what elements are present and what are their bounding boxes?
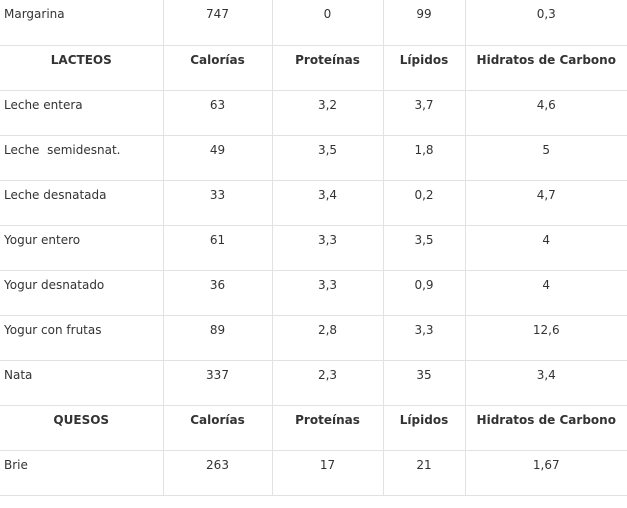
data-row: Leche semidesnat. 49 3,5 1,8 5	[0, 134, 627, 181]
cell: 0	[271, 0, 384, 46]
cell: 99	[382, 0, 466, 46]
data-row: Yogur entero 61 3,3 3,5 4	[0, 224, 627, 271]
cell: 63	[162, 89, 273, 136]
data-row: Yogur desnatado 36 3,3 0,9 4	[0, 269, 627, 316]
cell: 3,3	[271, 269, 384, 316]
cell: Brie	[0, 449, 164, 496]
header-cell: Lípidos	[382, 44, 466, 91]
header-cell: Proteínas	[271, 44, 384, 91]
data-row: Yogur con frutas 89 2,8 3,3 12,6	[0, 314, 627, 361]
cell: 0,9	[382, 269, 466, 316]
cell: 4	[464, 269, 627, 316]
cell: 1,8	[382, 134, 466, 181]
cell: 89	[162, 314, 273, 361]
cell: 3,4	[464, 359, 627, 406]
cell: 263	[162, 449, 273, 496]
header-cell: LACTEOS	[0, 44, 164, 91]
cell: Nata	[0, 359, 164, 406]
cell: 2,3	[271, 359, 384, 406]
header-row: LACTEOS Calorías Proteínas Lípidos Hidratos …	[0, 44, 627, 91]
cell: 3,5	[271, 134, 384, 181]
header-cell: Calorías	[162, 404, 273, 451]
cell: 12,6	[464, 314, 627, 361]
cell: 3,7	[382, 89, 466, 136]
cell: 1,67	[464, 449, 627, 496]
nutrition-table: Margarina 747 0 99 0,3 LACTEOS Calorías Proteín…	[0, 0, 627, 496]
header-cell: QUESOS	[0, 404, 164, 451]
cell: 3,3	[382, 314, 466, 361]
cell: 33	[162, 179, 273, 226]
table-body: Margarina 747 0 99 0,3 LACTEOS Calorías Proteín…	[0, 0, 627, 496]
cell: Leche desnatada	[0, 179, 164, 226]
cell: 17	[271, 449, 384, 496]
cell: 36	[162, 269, 273, 316]
cell: Leche entera	[0, 89, 164, 136]
header-cell: Lípidos	[382, 404, 466, 451]
cell: 747	[162, 0, 273, 46]
cell: 3,3	[271, 224, 384, 271]
cell: 2,8	[271, 314, 384, 361]
cell: 3,5	[382, 224, 466, 271]
data-row: Leche entera 63 3,2 3,7 4,6	[0, 89, 627, 136]
cell: 0,3	[464, 0, 627, 46]
cell: 4,6	[464, 89, 627, 136]
header-cell: Hidratos de Carbono	[464, 404, 627, 451]
cell: 4,7	[464, 179, 627, 226]
header-cell: Proteínas	[271, 404, 384, 451]
cell: Yogur con frutas	[0, 314, 164, 361]
cell: Yogur desnatado	[0, 269, 164, 316]
cell: 4	[464, 224, 627, 271]
cell: 61	[162, 224, 273, 271]
cell: 337	[162, 359, 273, 406]
cell: 5	[464, 134, 627, 181]
data-row: Leche desnatada 33 3,4 0,2 4,7	[0, 179, 627, 226]
data-row: Margarina 747 0 99 0,3	[0, 0, 627, 46]
header-row: QUESOS Calorías Proteínas Lípidos Hidratos d…	[0, 404, 627, 451]
cell: Margarina	[0, 0, 164, 46]
data-row: Brie 263 17 21 1,67	[0, 449, 627, 496]
cell: 3,2	[271, 89, 384, 136]
cell: 0,2	[382, 179, 466, 226]
cell: 35	[382, 359, 466, 406]
cell: 21	[382, 449, 466, 496]
header-cell: Hidratos de Carbono	[464, 44, 627, 91]
cell: Leche semidesnat.	[0, 134, 164, 181]
cell: 3,4	[271, 179, 384, 226]
data-row: Nata 337 2,3 35 3,4	[0, 359, 627, 406]
header-cell: Calorías	[162, 44, 273, 91]
cell: Yogur entero	[0, 224, 164, 271]
cell: 49	[162, 134, 273, 181]
